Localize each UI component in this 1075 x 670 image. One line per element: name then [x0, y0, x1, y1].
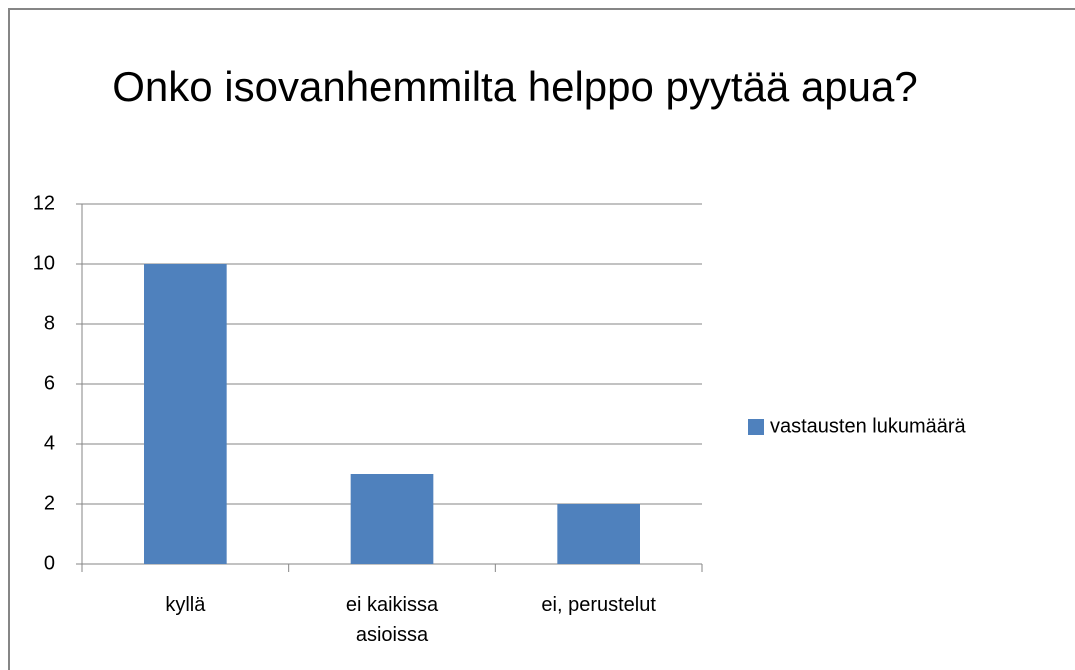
- bar: [350, 474, 434, 564]
- y-tick-label: 8: [44, 312, 55, 334]
- x-tick-label: ei, perustelut: [541, 594, 656, 616]
- x-tick-label: kyllä: [165, 594, 206, 616]
- bar: [144, 264, 227, 564]
- y-tick-label: 6: [44, 372, 55, 394]
- y-tick-label: 12: [33, 192, 55, 214]
- y-tick-label: 2: [44, 492, 55, 514]
- x-tick-label: ei kaikissa asioissa: [345, 594, 439, 646]
- y-tick-label: 4: [44, 432, 55, 454]
- y-tick-label: 0: [44, 552, 55, 574]
- chart-title: Onko isovanhemmilta helppo pyytää apua?: [112, 63, 918, 110]
- bar: [557, 504, 640, 564]
- y-tick-label: 10: [33, 252, 55, 274]
- legend-swatch: [748, 419, 764, 435]
- legend-label: vastausten lukumäärä: [770, 415, 967, 437]
